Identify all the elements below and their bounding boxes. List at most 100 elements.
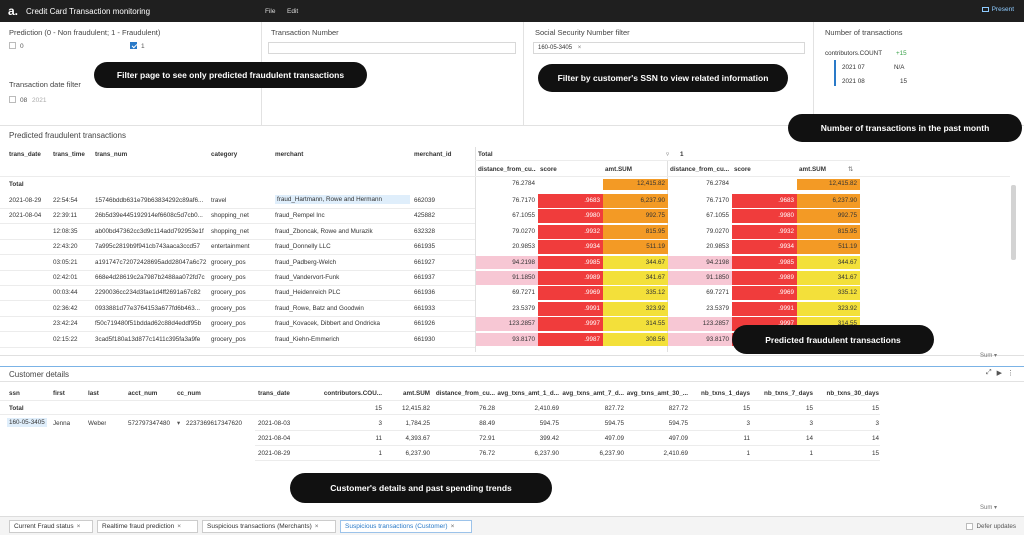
group-header-total: Total xyxy=(478,151,493,158)
column-header-avg-txns-amt-30-[interactable]: avg_txns_amt_30_... xyxy=(626,390,688,397)
column-header-ssn[interactable]: ssn xyxy=(9,390,20,397)
sheet-tab[interactable]: Realtime fraud prediction × xyxy=(97,520,198,533)
measure-cell-amt: 992.75 xyxy=(603,209,668,224)
column-header-nb-txns-1-days[interactable]: nb_txns_1_days xyxy=(700,390,750,397)
cell-merchant[interactable]: fraud_Heidenreich PLC xyxy=(275,289,341,297)
measure-header[interactable]: amt.SUM xyxy=(605,166,632,173)
expand-icon[interactable]: ⤢ xyxy=(986,369,992,376)
play-icon[interactable]: ▶ xyxy=(996,370,1002,377)
cell-merchant[interactable]: fraud_Kiehn-Emmerich xyxy=(275,335,340,343)
column-header-trans-time[interactable]: trans_time xyxy=(53,151,85,158)
sheet-tab-label: Realtime fraud prediction xyxy=(102,523,175,530)
measure-header[interactable]: distance_from_cu... xyxy=(478,166,536,173)
cell-ssn[interactable]: 160-05-3405 xyxy=(7,418,47,427)
cell-cat: grocery_pos xyxy=(211,335,246,343)
column-header-trans-num[interactable]: trans_num xyxy=(95,151,128,158)
cell-mid: 662039 xyxy=(414,197,436,204)
measure-header[interactable]: score xyxy=(540,166,557,173)
cell-merchant[interactable]: fraud_Kovacek, Dibbert and Ondricka xyxy=(275,320,381,328)
cell-merchant[interactable]: fraud_Padberg-Welch xyxy=(275,258,337,266)
ssn-chip[interactable]: 160-05-3405 × xyxy=(538,45,581,51)
column-header-contributors-cou-[interactable]: contributors.COU... xyxy=(323,390,382,397)
column-header-trans-date[interactable]: trans_date xyxy=(9,151,41,158)
transaction-number-input[interactable] xyxy=(268,42,516,54)
measure-cell-amt: 344.67 xyxy=(797,255,860,270)
cell-nb30: 15 xyxy=(871,450,879,457)
main-table-scrollbar[interactable] xyxy=(1011,185,1016,260)
cell-time: 02:36:42 xyxy=(53,304,78,312)
cell-cc-num: 2237369617347620 xyxy=(186,420,243,427)
total-cell: 12,415.82 xyxy=(401,405,430,412)
prediction-1-label: 1 xyxy=(141,43,145,50)
cell-count: 1 xyxy=(378,450,382,457)
ssn-filter-input[interactable] xyxy=(533,42,805,54)
cell-merchant[interactable]: fraud_Rempel Inc xyxy=(275,212,325,220)
close-icon[interactable]: × xyxy=(314,523,319,530)
measure-cell-dist: 20.9853 xyxy=(476,240,538,255)
prediction-0-checkbox[interactable] xyxy=(9,42,16,49)
sheet-tab[interactable]: Suspicious transactions (Merchants) × xyxy=(202,520,336,533)
measure-cell-amt: 815.95 xyxy=(797,224,860,239)
more-options-icon[interactable]: ⋮ xyxy=(1007,370,1014,377)
cell-nb30: 3 xyxy=(875,420,879,427)
column-header-nb-txns-30-days[interactable]: nb_txns_30_days xyxy=(826,390,879,397)
transaction-number-title: Transaction Number xyxy=(271,28,339,37)
cell-avg1: 6,237.90 xyxy=(534,450,559,457)
main-table-sum-dropdown[interactable]: Sum ▾ xyxy=(980,353,998,359)
menu-file[interactable]: File xyxy=(265,8,276,15)
measure-header[interactable]: distance_from_cu... xyxy=(670,166,730,173)
prediction-1-checkbox[interactable] xyxy=(130,42,137,49)
cell-merchant[interactable]: fraud_Zboncak, Rowe and Murazik xyxy=(275,227,373,235)
column-header-trans-date[interactable]: trans_date xyxy=(258,390,290,397)
column-header-cc-num[interactable]: cc_num xyxy=(177,390,201,397)
defer-updates-toggle[interactable]: Defer updates xyxy=(966,523,1016,530)
cell-cat: shopping_net xyxy=(211,227,249,235)
measure-cell-dist: 23.5379 xyxy=(668,301,732,316)
prediction-0-label: 0 xyxy=(20,43,24,50)
column-header-distance-from-cu-[interactable]: distance_from_cu... xyxy=(435,390,495,397)
sheet-tab[interactable]: Suspicious transactions (Customer) × xyxy=(340,520,472,533)
cell-merchant[interactable]: fraud_Hartmann, Rowe and Hermann xyxy=(275,195,410,204)
ssn-chip-remove-icon[interactable]: × xyxy=(577,45,582,51)
column-header-acct-num[interactable]: acct_num xyxy=(128,390,158,397)
measure-header[interactable]: amt.SUM xyxy=(799,166,826,173)
sheet-tab[interactable]: Current Fraud status × xyxy=(9,520,93,533)
measure-header[interactable]: score xyxy=(734,166,751,173)
close-icon[interactable]: × xyxy=(450,523,455,530)
sort-icon[interactable]: ⇅ xyxy=(848,166,854,173)
measure-cell-amt: 314.55 xyxy=(603,317,668,332)
column-header-first[interactable]: first xyxy=(53,390,65,397)
present-icon xyxy=(981,7,989,12)
cell-merchant[interactable]: fraud_Rowe, Batz and Goodwin xyxy=(275,304,364,312)
column-header-merchant[interactable]: merchant xyxy=(275,151,304,158)
cell-mid: 661930 xyxy=(414,335,436,343)
close-icon[interactable]: × xyxy=(76,523,81,530)
menu-edit[interactable]: Edit xyxy=(287,8,299,15)
count-row-label: 2021 07 xyxy=(842,64,865,71)
column-header-last[interactable]: last xyxy=(88,390,99,397)
cc-expand-icon[interactable]: ▾ xyxy=(177,420,181,427)
date-08-checkbox[interactable] xyxy=(9,96,16,103)
measure-cell-score: .9683 xyxy=(732,194,797,208)
column-header-amt-sum[interactable]: amt.SUM xyxy=(403,390,430,397)
cell-date: 2021-08-04 xyxy=(9,212,42,220)
customer-sum-dropdown[interactable]: Sum ▾ xyxy=(980,505,998,511)
column-header-avg-txns-amt-7-d-[interactable]: avg_txns_amt_7_d... xyxy=(562,390,624,397)
defer-updates-checkbox[interactable] xyxy=(966,523,974,530)
column-header-avg-txns-amt-1-d-[interactable]: avg_txns_amt_1_d... xyxy=(497,390,559,397)
measure-cell-score: .9997 xyxy=(538,317,603,332)
cell-merchant[interactable]: fraud_Donnelly LLC xyxy=(275,243,331,251)
group-expand-icon[interactable]: ▿ xyxy=(666,151,670,158)
column-header-nb-txns-7-days[interactable]: nb_txns_7_days xyxy=(763,390,813,397)
cell-time: 12:08:35 xyxy=(53,227,78,235)
row-divider xyxy=(0,414,880,415)
close-icon[interactable]: × xyxy=(177,523,182,530)
count-delta: +15 xyxy=(896,50,907,57)
cell-amt: 1,784.25 xyxy=(405,420,430,427)
total-cell: 15 xyxy=(805,405,813,412)
cell-merchant[interactable]: fraud_Vandervort-Funk xyxy=(275,274,340,281)
column-header-category[interactable]: category xyxy=(211,151,238,158)
present-button[interactable]: Present xyxy=(981,6,1014,13)
sheet-tab-bar: Current Fraud status × Realtime fraud pred… xyxy=(0,516,1024,535)
column-header-merchant-id[interactable]: merchant_id xyxy=(414,151,452,158)
